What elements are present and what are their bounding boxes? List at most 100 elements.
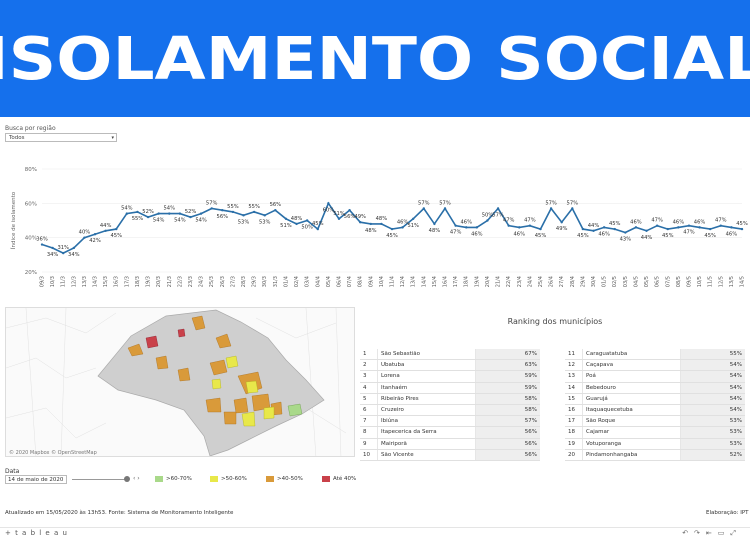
ranking-row: 17 São Roque 53%: [565, 416, 745, 428]
x-tick-label: 24/4: [527, 276, 533, 287]
credit-note: Elaboração: IPT: [706, 510, 749, 516]
x-tick-label: 03/5: [623, 276, 629, 287]
data-label: 47%: [683, 230, 695, 236]
x-tick-label: 05/5: [644, 276, 650, 287]
x-tick-label: 09/3: [40, 276, 46, 287]
title-banner: ISOLAMENTO SOCIAL: [0, 0, 750, 117]
municipality-name: Guarujá: [583, 393, 681, 404]
x-tick-label: 03/4: [305, 276, 311, 287]
rank-number: 17: [565, 416, 583, 427]
data-label: 36%: [36, 237, 48, 243]
ranking-row: 13 Poá 54%: [565, 371, 745, 383]
data-label: 34%: [68, 252, 80, 258]
legend-swatch: [322, 476, 330, 482]
x-tick-label: 09/4: [368, 276, 374, 287]
data-point: [613, 227, 616, 231]
sao-paulo-map[interactable]: © 2020 Mapbox © OpenStreetMap: [5, 307, 355, 457]
y-axis-label: Índice de isolamento: [10, 191, 17, 249]
ranking-row: 16 Itaquaquecetuba 54%: [565, 404, 745, 417]
date-input[interactable]: 14 de maio de 2020: [5, 475, 67, 484]
date-slider-track[interactable]: [72, 479, 127, 480]
data-point: [581, 227, 585, 231]
x-tick-label: 10/3: [50, 276, 56, 287]
municipality-name: Lorena: [378, 371, 476, 382]
data-point: [62, 251, 65, 255]
data-label: 48%: [376, 216, 388, 222]
region-filter-value: Todos: [9, 135, 25, 141]
x-tick-label: 04/4: [315, 276, 321, 287]
data-label: 47%: [651, 218, 663, 224]
data-point: [634, 226, 638, 229]
data-label: 42%: [89, 238, 101, 244]
data-point: [231, 210, 235, 214]
data-point: [83, 236, 86, 239]
legend-item: Até 40%: [322, 476, 356, 482]
ranking-title: Ranking dos municípios: [507, 317, 603, 326]
legend-item: >50-60%: [210, 476, 247, 482]
data-point: [496, 207, 500, 210]
data-label: 44%: [588, 223, 600, 229]
data-label: 45%: [535, 233, 547, 239]
x-tick-label: 06/4: [336, 276, 342, 287]
rank-number: 14: [565, 382, 583, 393]
municipality-name: Caraguatatuba: [583, 349, 681, 360]
municipality-name: Itapecerica da Serra: [378, 427, 476, 438]
x-tick-label: 23/4: [517, 276, 523, 287]
x-tick-label: 12/3: [71, 276, 77, 287]
toolbar-icons[interactable]: ↶↷⇤▭⤢: [682, 529, 742, 537]
data-label: 55%: [248, 204, 260, 210]
data-label: 46%: [598, 231, 610, 237]
isolation-percent: 59%: [476, 382, 540, 393]
tableau-logo[interactable]: + t a b l e a u: [5, 529, 68, 537]
date-filter-label: Data: [5, 468, 20, 475]
y-tick-label: 80%: [25, 167, 37, 173]
data-point: [645, 229, 648, 232]
x-tick-label: 13/3: [82, 276, 88, 287]
ranking-row: 7 Ibiúna 57%: [360, 416, 540, 428]
municipality-name: São Roque: [583, 416, 681, 427]
municipality-name: Votuporanga: [583, 438, 681, 449]
data-point: [168, 212, 171, 215]
municipality-name: Caçapava: [583, 360, 681, 371]
date-slider-handle[interactable]: [124, 476, 130, 482]
data-point: [624, 231, 627, 234]
x-tick-label: 18/3: [135, 276, 141, 287]
rank-number: 12: [565, 360, 583, 371]
data-label: 46%: [471, 231, 483, 237]
legend-label: >40-50%: [277, 476, 303, 482]
data-point: [486, 219, 489, 222]
municipality-name: Poá: [583, 371, 681, 382]
data-label: 56%: [344, 214, 356, 220]
date-step-buttons[interactable]: ‹ ›: [133, 475, 140, 482]
x-tick-label: 13/4: [411, 276, 417, 287]
rank-number: 8: [360, 427, 378, 438]
data-label: 56%: [217, 214, 229, 220]
map-graphic: © 2020 Mapbox © OpenStreetMap: [6, 308, 347, 456]
rank-number: 2: [360, 360, 378, 371]
legend-swatch: [155, 476, 163, 482]
isolation-percent: 59%: [476, 371, 540, 382]
data-point: [178, 212, 182, 215]
data-point: [465, 226, 468, 229]
x-tick-label: 14/5: [740, 276, 746, 287]
tableau-toolbar: + t a b l e a u ↶↷⇤▭⤢: [0, 527, 750, 540]
ranking-row: 2 Ubatuba 63%: [360, 360, 540, 372]
region-filter-select[interactable]: Todos ▾: [5, 133, 117, 142]
data-point: [592, 229, 595, 232]
data-label: 46%: [460, 219, 472, 225]
data-label: 55%: [227, 204, 239, 210]
data-label: 45%: [110, 233, 122, 239]
data-label: 43%: [620, 237, 632, 243]
rank-number: 18: [565, 427, 583, 438]
data-label: 54%: [174, 218, 186, 224]
rank-number: 10: [360, 449, 378, 460]
ranking-row: 8 Itapecerica da Serra 56%: [360, 427, 540, 439]
x-tick-label: 26/3: [220, 276, 226, 287]
data-point: [602, 226, 606, 229]
ranking-table-left: 1 São Sebastião 67% 2 Ubatuba 63% 3 Lorena 59% 4 I…: [360, 349, 540, 461]
x-tick-label: 30/4: [591, 276, 597, 287]
x-tick-label: 29/4: [580, 276, 586, 287]
ranking-row: 14 Bebedouro 54%: [565, 382, 745, 394]
isolation-percent: 55%: [681, 349, 745, 360]
data-label: 57%: [206, 200, 218, 206]
